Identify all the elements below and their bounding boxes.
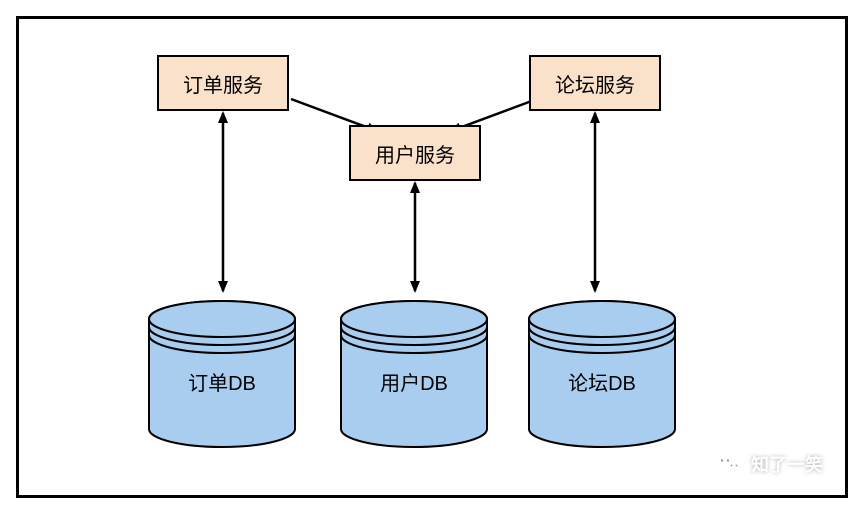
node-user-db: 用户DB [339, 299, 489, 449]
node-label: 订单DB [147, 367, 297, 396]
diagram-frame: 订单服务 论坛服务 用户服务 订单DB 用户DB [16, 16, 848, 498]
node-label: 论坛DB [527, 367, 677, 396]
node-label: 订单服务 [183, 69, 263, 98]
node-label: 用户DB [339, 367, 489, 396]
node-order-service: 订单服务 [157, 55, 289, 111]
watermark: 知了一笑 [715, 451, 823, 477]
node-label: 论坛服务 [555, 69, 635, 98]
wechat-icon [715, 452, 743, 476]
node-user-service: 用户服务 [349, 125, 481, 181]
node-forum-db: 论坛DB [527, 299, 677, 449]
node-forum-service: 论坛服务 [529, 55, 661, 111]
node-order-db: 订单DB [147, 299, 297, 449]
watermark-text: 知了一笑 [751, 451, 823, 477]
node-label: 用户服务 [375, 139, 455, 168]
